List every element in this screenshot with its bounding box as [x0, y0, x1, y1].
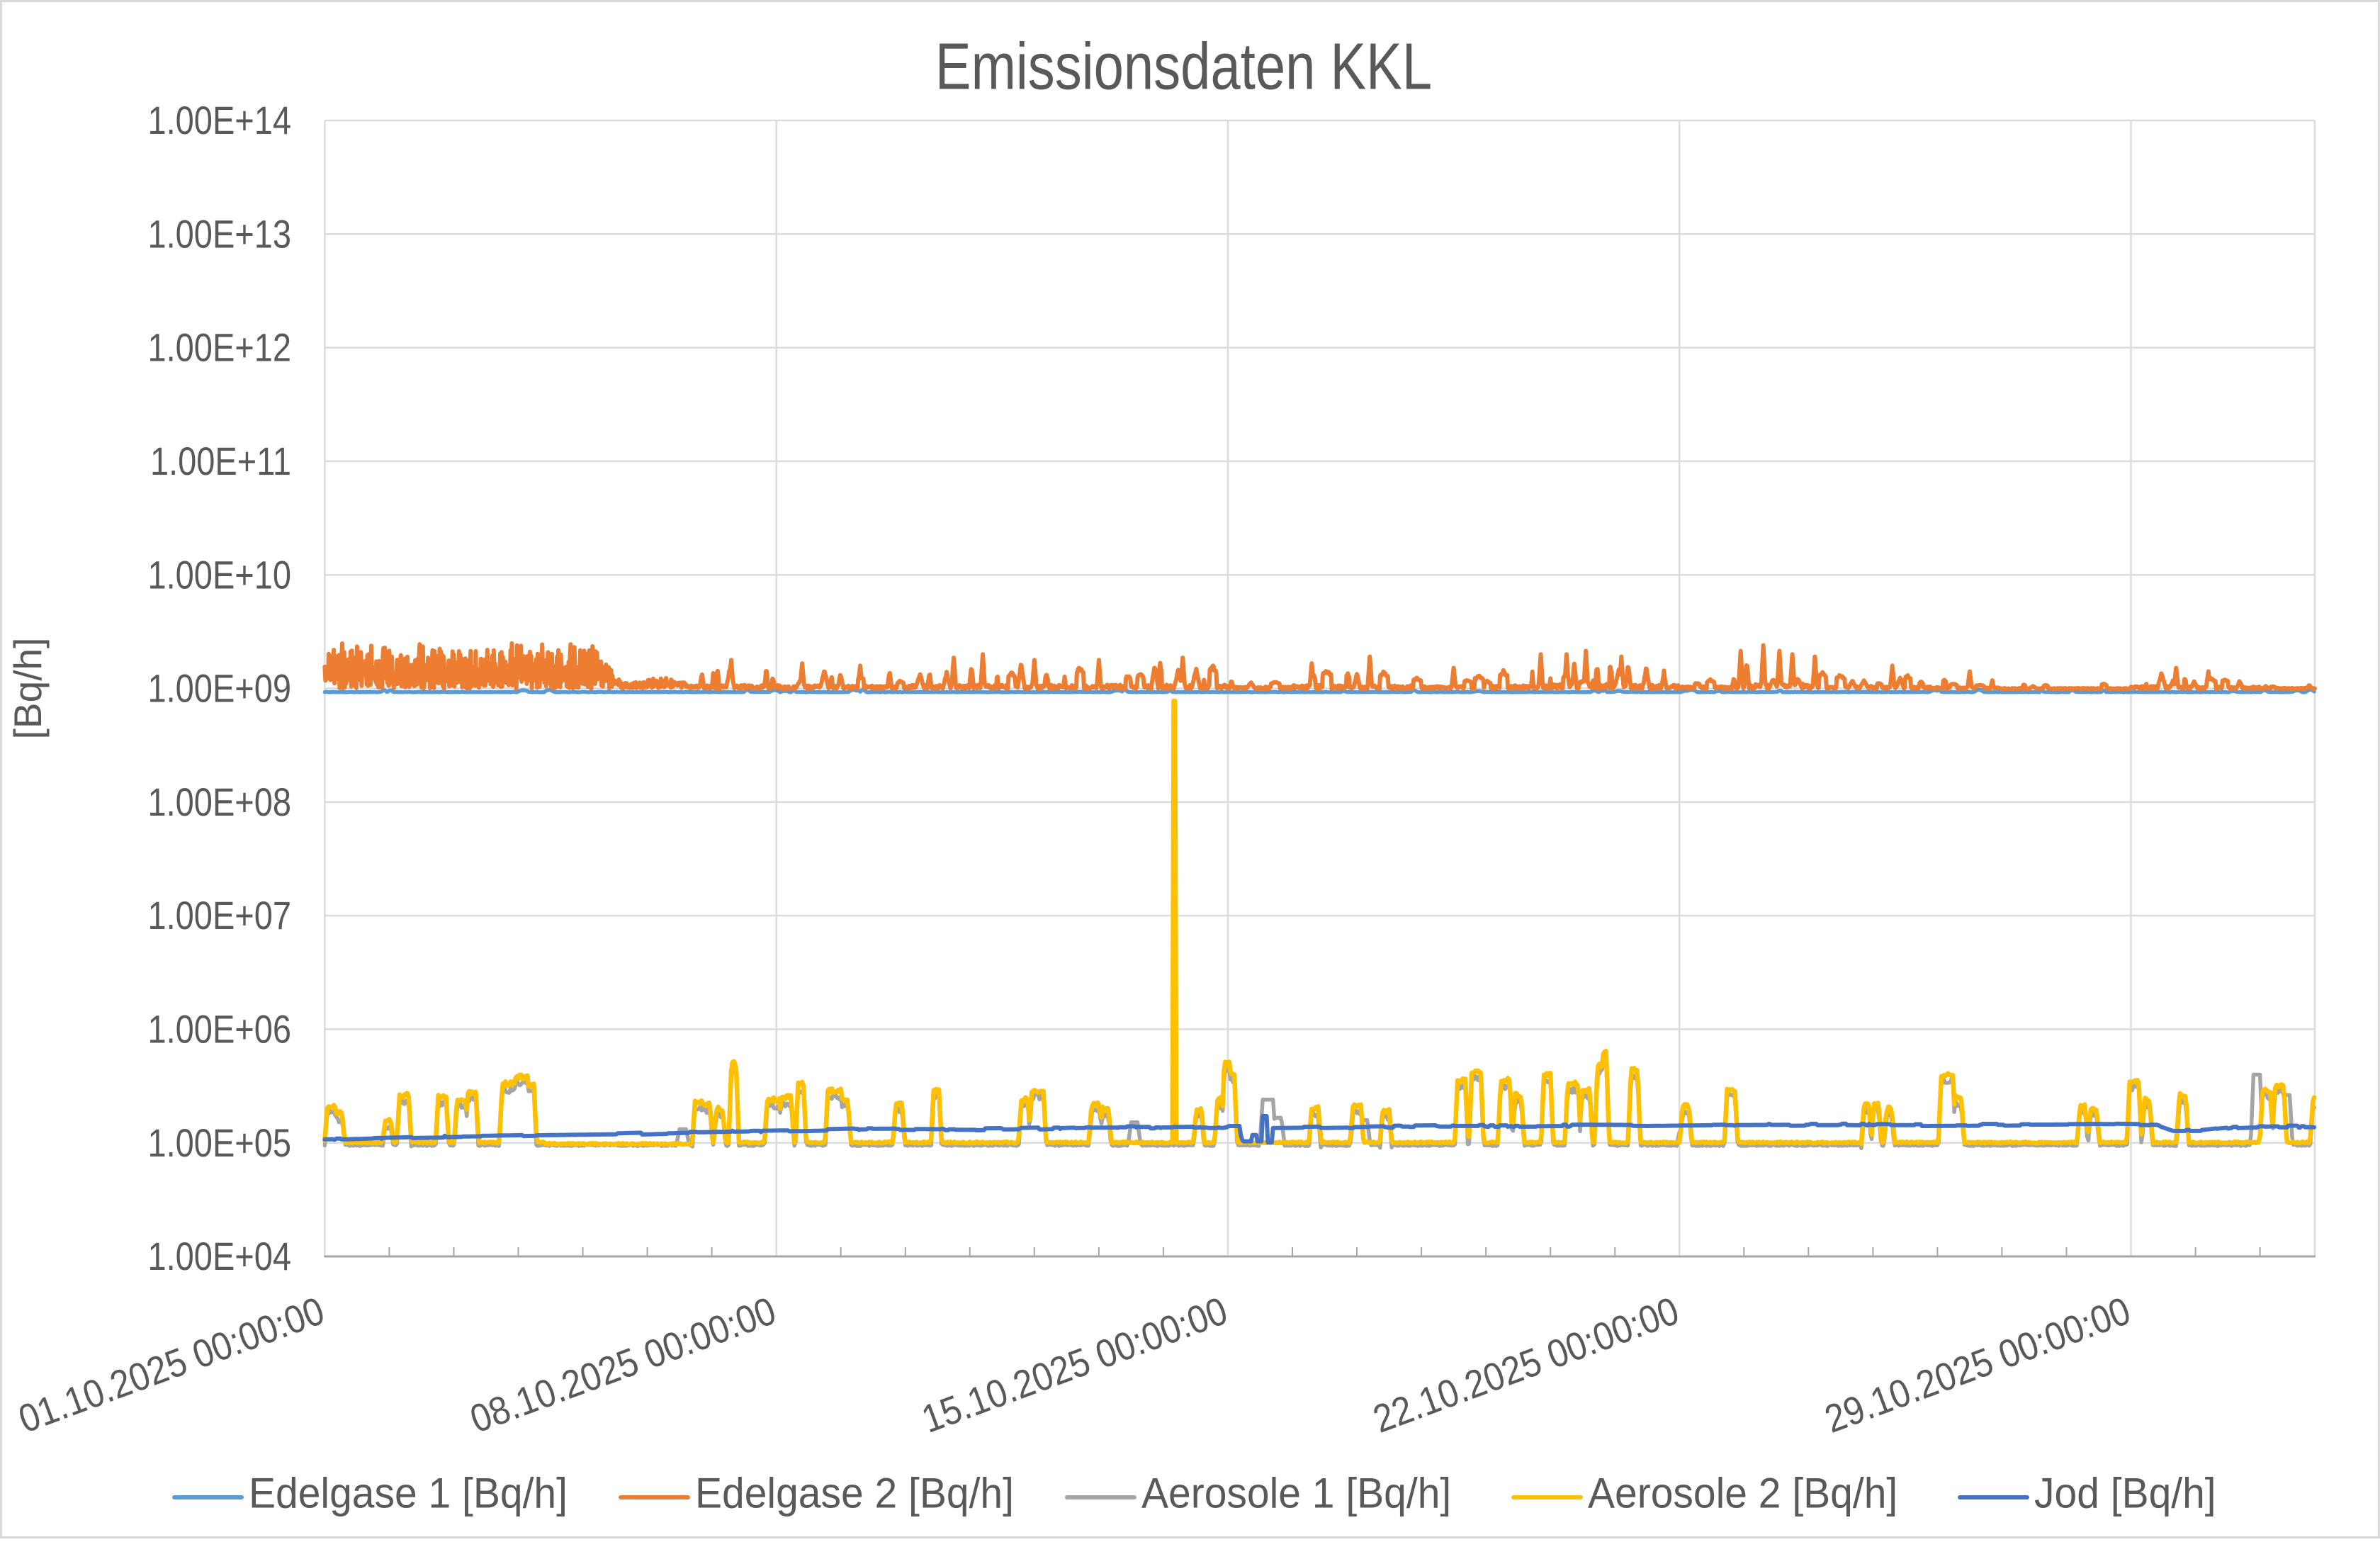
svg-text:1.00E+06: 1.00E+06 [147, 1007, 291, 1052]
svg-text:1.00E+07: 1.00E+07 [147, 893, 291, 938]
svg-text:1.00E+08: 1.00E+08 [147, 780, 291, 824]
svg-text:1.00E+05: 1.00E+05 [147, 1120, 291, 1165]
svg-text:Edelgase 2 [Bq/h]: Edelgase 2 [Bq/h] [695, 1470, 1014, 1517]
svg-text:1.00E+11: 1.00E+11 [150, 439, 291, 483]
svg-text:Emissionsdaten KKL: Emissionsdaten KKL [935, 29, 1432, 103]
svg-text:1.00E+12: 1.00E+12 [147, 325, 291, 370]
svg-text:1.00E+09: 1.00E+09 [147, 666, 291, 711]
svg-text:Edelgase 1 [Bq/h]: Edelgase 1 [Bq/h] [249, 1470, 568, 1517]
svg-text:1.00E+14: 1.00E+14 [147, 98, 291, 142]
svg-text:1.00E+04: 1.00E+04 [147, 1234, 291, 1278]
svg-text:Aerosole 1 [Bq/h]: Aerosole 1 [Bq/h] [1141, 1470, 1451, 1517]
svg-text:[Bq/h]: [Bq/h] [6, 638, 50, 740]
svg-text:Aerosole 2 [Bq/h]: Aerosole 2 [Bq/h] [1588, 1470, 1897, 1517]
svg-text:1.00E+10: 1.00E+10 [147, 553, 291, 597]
svg-text:Jod [Bq/h]: Jod [Bq/h] [2034, 1470, 2216, 1517]
svg-text:1.00E+13: 1.00E+13 [147, 212, 291, 257]
